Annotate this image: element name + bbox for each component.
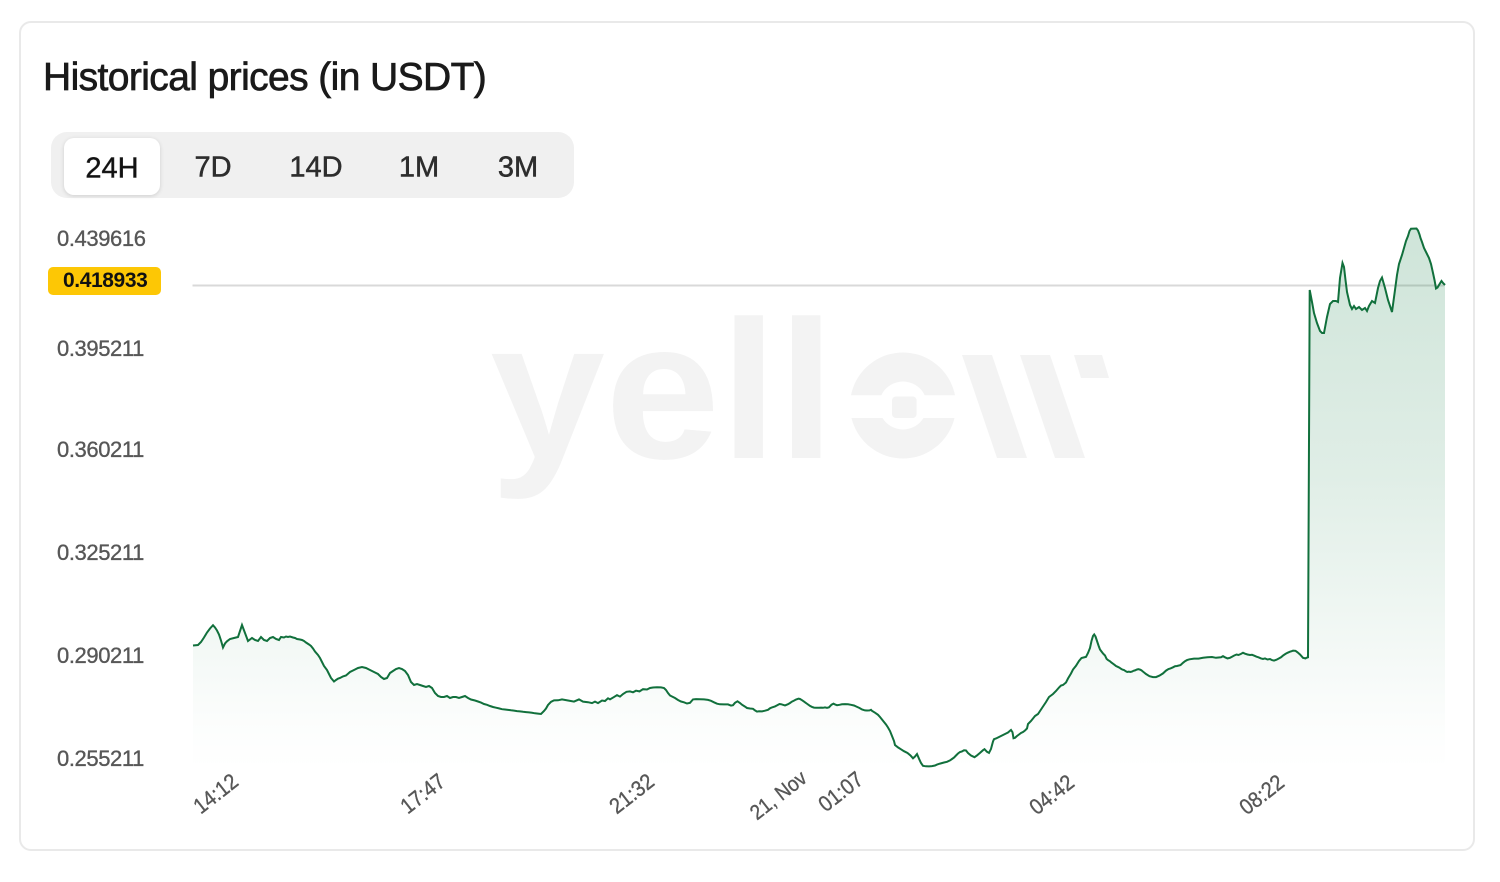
svg-text:yell: yell xyxy=(490,280,835,500)
